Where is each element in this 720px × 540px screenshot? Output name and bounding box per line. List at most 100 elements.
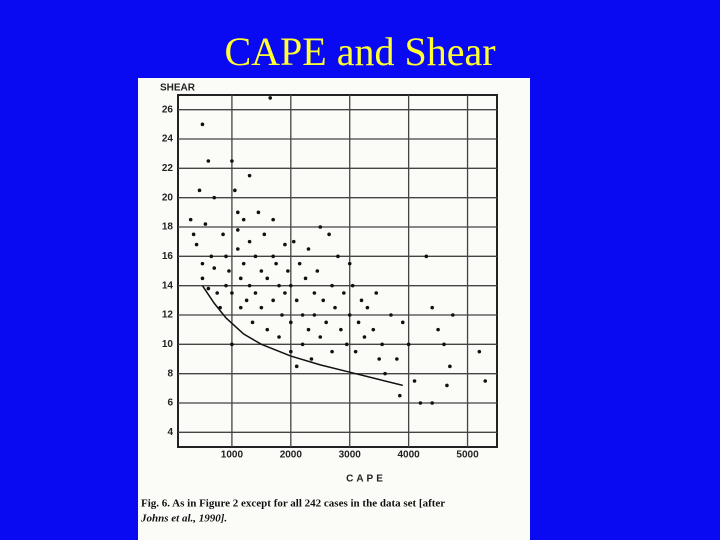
- data-point: [442, 342, 446, 347]
- x-tick-label: 1000: [221, 450, 244, 461]
- data-point: [297, 261, 302, 266]
- data-point: [283, 291, 287, 295]
- data-point: [356, 320, 361, 325]
- data-point: [289, 320, 293, 325]
- data-point: [359, 298, 364, 303]
- y-tick-label: 20: [162, 192, 174, 203]
- data-point: [291, 239, 296, 244]
- y-tick-label: 24: [162, 134, 174, 145]
- data-point: [244, 298, 249, 303]
- caption-line: Fig. 6. As in Figure 2 except for all 24…: [141, 498, 445, 510]
- data-point: [233, 188, 237, 193]
- data-point: [256, 210, 261, 215]
- x-tick-label: 4000: [398, 450, 421, 461]
- plot-frame: [177, 94, 498, 448]
- data-point: [318, 335, 323, 339]
- data-point: [191, 232, 196, 237]
- data-point: [342, 291, 346, 295]
- data-point: [253, 254, 258, 259]
- data-point: [451, 313, 455, 317]
- data-point: [212, 195, 217, 200]
- data-point: [398, 393, 402, 398]
- data-point: [238, 276, 243, 281]
- data-point: [277, 335, 281, 339]
- data-point: [327, 232, 331, 237]
- data-point: [303, 276, 308, 281]
- data-point: [215, 291, 219, 295]
- data-point: [400, 320, 405, 325]
- data-point: [227, 269, 231, 273]
- data-point: [212, 266, 217, 270]
- data-point: [371, 327, 376, 332]
- data-point: [347, 261, 352, 266]
- caption-line: Johns et al., 1990].: [140, 513, 227, 525]
- data-point: [336, 254, 340, 259]
- fit-curve: [201, 285, 403, 387]
- data-point: [194, 242, 199, 247]
- data-point: [262, 232, 267, 237]
- data-point: [353, 349, 358, 354]
- data-point: [271, 254, 275, 259]
- data-point: [280, 313, 284, 317]
- data-point: [383, 371, 387, 376]
- data-point: [286, 269, 290, 273]
- y-tick-label: 22: [162, 163, 174, 174]
- data-point: [259, 269, 264, 273]
- data-point: [253, 291, 258, 295]
- data-point: [309, 357, 314, 361]
- data-point: [230, 159, 234, 163]
- data-point: [448, 364, 452, 369]
- y-tick-label: 4: [167, 427, 173, 438]
- data-point: [277, 283, 281, 288]
- data-point: [241, 261, 246, 266]
- data-point: [483, 379, 488, 383]
- data-point: [312, 291, 317, 295]
- data-point: [224, 283, 228, 288]
- slide-title: CAPE and Shear: [224, 29, 495, 74]
- data-point: [318, 225, 323, 229]
- data-point: [265, 276, 270, 281]
- y-tick-label: 12: [162, 310, 174, 321]
- data-point: [300, 313, 305, 317]
- data-point: [406, 342, 411, 347]
- x-axis-label: CAPE: [346, 474, 386, 485]
- data-point: [312, 313, 317, 317]
- data-point: [247, 173, 252, 178]
- data-point: [250, 320, 255, 325]
- data-point: [330, 349, 334, 354]
- data-point: [241, 217, 246, 222]
- data-point: [247, 283, 252, 288]
- data-point: [377, 357, 381, 361]
- data-point: [395, 357, 399, 361]
- data-point: [283, 242, 287, 247]
- y-tick-label: 8: [167, 368, 173, 379]
- data-point: [365, 305, 370, 310]
- data-point: [203, 222, 208, 226]
- data-point: [236, 210, 240, 215]
- data-point: [412, 379, 417, 383]
- data-point: [268, 96, 273, 100]
- data-point: [274, 261, 278, 266]
- data-point: [350, 283, 355, 288]
- data-point: [344, 342, 349, 347]
- data-point: [477, 349, 482, 354]
- data-point: [294, 298, 299, 303]
- data-point: [221, 232, 225, 237]
- data-point: [324, 320, 328, 325]
- data-point: [333, 305, 337, 310]
- data-point: [224, 254, 228, 259]
- x-tick-label: 5000: [456, 450, 479, 461]
- data-point: [424, 254, 429, 259]
- data-point: [271, 298, 275, 303]
- data-point: [200, 261, 205, 266]
- y-tick-label: 10: [162, 339, 174, 350]
- data-point: [436, 327, 440, 332]
- data-point: [236, 228, 240, 232]
- x-tick-label: 2000: [280, 450, 303, 461]
- data-point: [236, 247, 240, 251]
- data-point: [315, 269, 320, 273]
- data-point: [430, 401, 435, 405]
- data-point: [306, 247, 311, 251]
